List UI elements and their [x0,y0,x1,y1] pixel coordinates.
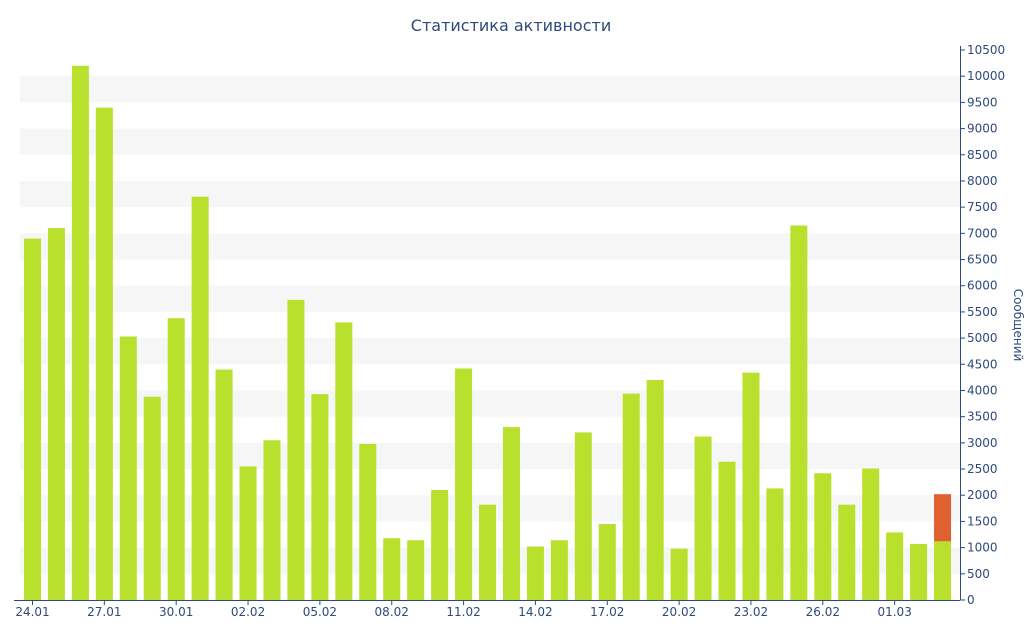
bar [287,299,305,600]
bar [718,461,736,600]
x-tick-label: 14.02 [518,605,552,619]
bar [479,504,497,600]
bar-segment-secondary [934,494,952,542]
grid-band [20,390,960,417]
bar [143,396,161,600]
bar [24,238,41,601]
bar [47,228,65,600]
y-tick-label: 2500 [967,462,998,476]
y-tick-label: 2000 [967,488,998,502]
y-tick-label: 7500 [967,200,998,214]
bar [814,473,832,600]
y-tick-label: 9000 [967,122,998,136]
bar [670,548,688,600]
grid-band [20,233,960,260]
bar [263,440,281,600]
y-axis-title: Сообщений [1011,289,1024,362]
bar [646,380,664,600]
bar [71,65,89,600]
bar [502,427,520,600]
bars [24,65,952,601]
bar [766,488,784,600]
y-tick-label: 1500 [967,514,998,528]
bar [694,436,712,600]
grid-band [20,180,960,208]
bar [550,540,568,600]
x-tick-label: 26.02 [806,605,840,619]
bar [838,504,856,600]
grid-band [20,338,960,365]
x-tick-label: 17.02 [590,605,624,619]
bar [742,372,760,600]
y-tick-label: 7000 [967,226,998,240]
y-tick-label: 5500 [967,305,998,319]
y-tick-label: 1000 [967,541,998,555]
x-tick-label: 05.02 [303,605,337,619]
y-tick-label: 5000 [967,331,998,345]
bar [526,546,544,600]
bar [622,393,640,600]
y-tick-label: 10500 [967,43,1005,57]
y-tick-label: 6000 [967,279,998,293]
x-tick-label: 11.02 [446,605,480,619]
bar [335,322,353,600]
y-tick-label: 0 [967,593,975,607]
bar [431,490,449,600]
x-tick-label: 27.01 [87,605,121,619]
x-tick-label: 02.02 [231,605,265,619]
grid-band [20,128,960,155]
axes: 0 500 1000 1500 2000 2500 3000 3500 4000 4500 5000… [14,43,1005,619]
y-tick-label: 8500 [967,148,998,162]
y-tick-label: 4000 [967,383,998,397]
bar [383,538,401,600]
y-tick-label: 4500 [967,357,998,371]
y-tick-label: 3000 [967,436,998,450]
bar [215,369,233,600]
x-tick-label: 08.02 [375,605,409,619]
grid-band [20,76,960,103]
bar [191,196,209,600]
y-tick-label: 3500 [967,410,998,424]
y-tick-label: 6500 [967,253,998,267]
y-tick-label: 9500 [967,95,998,109]
x-tick-label: 30.01 [159,605,193,619]
bar [95,107,113,600]
bar [934,541,952,600]
bar [598,524,616,600]
bar [790,225,808,600]
x-tick-label: 23.02 [734,605,768,619]
bar [574,432,592,600]
x-tick-label: 01.03 [877,605,911,619]
bar [407,540,425,600]
bar [311,394,329,600]
y-tick-label: 10000 [967,69,1005,83]
y-tick-label: 500 [967,567,990,581]
bar [167,318,185,600]
x-tick-label: 24.01 [15,605,49,619]
grid-band [20,285,960,312]
bar [862,468,880,600]
bar [886,532,904,600]
x-tick-label: 20.02 [662,605,696,619]
bar [119,336,137,600]
grid-band [20,442,960,470]
y-tick-label: 8000 [967,174,998,188]
bar [359,443,377,600]
chart-title: Статистика активности [411,16,611,35]
bar [239,466,257,600]
bar [455,368,473,600]
bar [910,543,928,600]
